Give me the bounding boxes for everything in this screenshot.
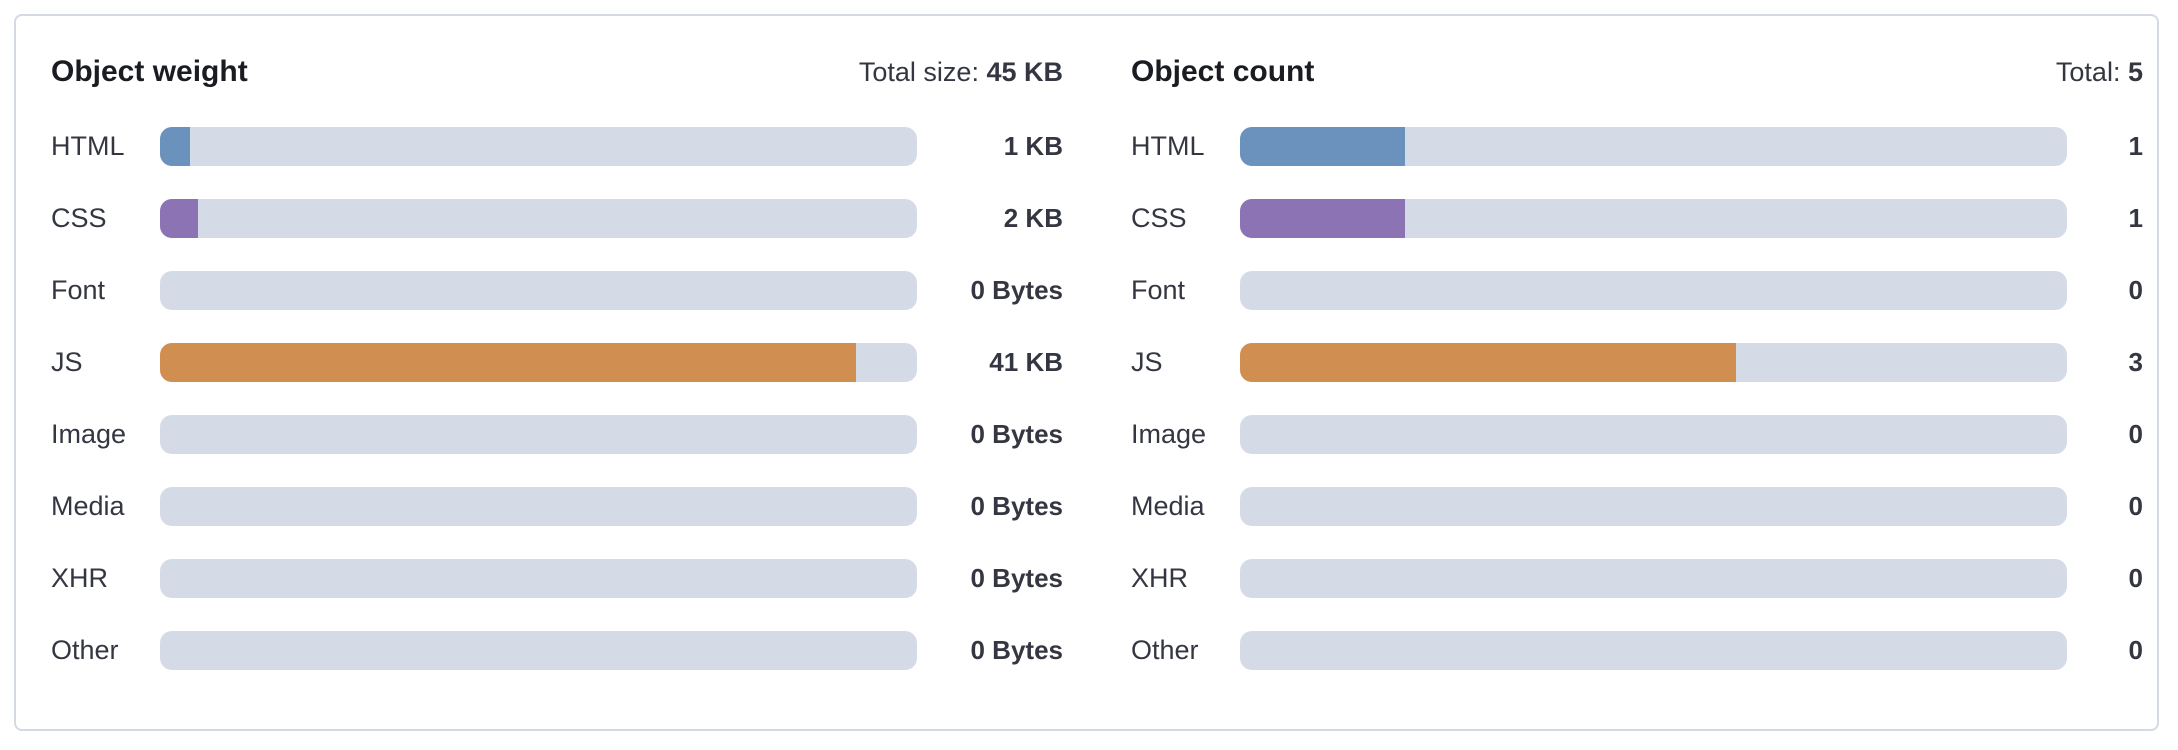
bar-track — [1240, 631, 2067, 670]
bar-row-media: Media 0 Bytes — [51, 486, 1063, 526]
bar-track — [1240, 415, 2067, 454]
bar-row-font: Font 0 Bytes — [51, 270, 1063, 310]
bar-row-css: CSS 2 KB — [51, 198, 1063, 238]
bar-row-html: HTML 1 KB — [51, 126, 1063, 166]
bar-value: 3 — [2128, 347, 2143, 377]
bar-fill — [1240, 127, 1406, 166]
bar-value: 1 KB — [1003, 131, 1063, 161]
bar-row-media: Media 0 — [1131, 486, 2143, 526]
bar-value: 0 Bytes — [970, 563, 1064, 593]
bar-track — [160, 487, 917, 526]
bar-track — [160, 127, 917, 166]
bar-fill — [160, 127, 191, 166]
bar-row-xhr: XHR 0 — [1131, 558, 2143, 598]
bar-track — [160, 271, 917, 310]
panel-header: Object weight Total size: 45 KB — [51, 52, 1063, 92]
bar-value: 0 — [2128, 491, 2143, 521]
bar-track — [160, 343, 917, 382]
bar-label: XHR — [1131, 563, 1189, 593]
bar-value: 2 KB — [1003, 203, 1063, 233]
bar-label: Image — [51, 419, 127, 449]
bar-value: 0 Bytes — [970, 491, 1064, 521]
bar-track — [1240, 199, 2067, 238]
panel-title: Object weight — [51, 55, 248, 88]
bar-value: 0 — [2128, 635, 2143, 665]
bar-value: 0 — [2128, 563, 2143, 593]
bar-value: 0 — [2128, 275, 2143, 305]
bar-row-image: Image 0 Bytes — [51, 414, 1063, 454]
bar-track — [1240, 487, 2067, 526]
bar-fill — [160, 343, 857, 382]
total-value: 5 — [2127, 57, 2143, 87]
bar-label: CSS — [1131, 203, 1187, 233]
bar-row-css: CSS 1 — [1131, 198, 2143, 238]
total-label: Total: — [2055, 57, 2121, 87]
object-stats-card: Object weight Total size: 45 KB HTML 1 KB… — [14, 14, 2159, 731]
bar-value: 1 — [2128, 131, 2143, 161]
bar-label: XHR — [51, 563, 109, 593]
bar-label: JS — [51, 347, 83, 377]
bar-track — [1240, 559, 2067, 598]
total-label: Total size: — [858, 57, 979, 87]
bar-fill — [1240, 199, 1406, 238]
bar-label: Media — [1131, 491, 1205, 521]
bar-label: Media — [51, 491, 125, 521]
total-size: Total size: 45 KB — [859, 52, 1063, 92]
bar-track — [160, 559, 917, 598]
bar-row-html: HTML 1 — [1131, 126, 2143, 166]
bar-label: JS — [1131, 347, 1163, 377]
bar-row-font: Font 0 — [1131, 270, 2143, 310]
bar-value: 0 Bytes — [970, 635, 1064, 665]
bar-track — [160, 199, 917, 238]
bar-label: Font — [51, 275, 106, 305]
bar-track — [160, 415, 917, 454]
panel-header: Object count Total: 5 — [1131, 52, 2143, 92]
bar-value: 0 Bytes — [970, 419, 1064, 449]
bar-row-other: Other 0 Bytes — [51, 630, 1063, 670]
bar-label: HTML — [1131, 131, 1205, 161]
total-value: 45 KB — [986, 57, 1063, 87]
bar-label: HTML — [51, 131, 125, 161]
bar-label: Other — [1131, 635, 1199, 665]
bar-row-js: JS 3 — [1131, 342, 2143, 382]
panel-title: Object count — [1131, 55, 1315, 88]
bar-row-js: JS 41 KB — [51, 342, 1063, 382]
bar-value: 41 KB — [989, 347, 1063, 377]
bar-label: Font — [1131, 275, 1186, 305]
bar-track — [160, 631, 917, 670]
bar-value: 0 — [2128, 419, 2143, 449]
bar-value: 0 Bytes — [970, 275, 1064, 305]
bar-track — [1240, 343, 2067, 382]
bar-row-xhr: XHR 0 Bytes — [51, 558, 1063, 598]
bar-label: Image — [1131, 419, 1207, 449]
bar-fill — [1240, 343, 1737, 382]
bar-fill — [160, 199, 198, 238]
bar-track — [1240, 271, 2067, 310]
bar-value: 1 — [2128, 203, 2143, 233]
bar-track — [1240, 127, 2067, 166]
total-count: Total: 5 — [2056, 52, 2143, 92]
bar-label: Other — [51, 635, 119, 665]
bar-row-image: Image 0 — [1131, 414, 2143, 454]
bar-row-other: Other 0 — [1131, 630, 2143, 670]
bar-label: CSS — [51, 203, 107, 233]
